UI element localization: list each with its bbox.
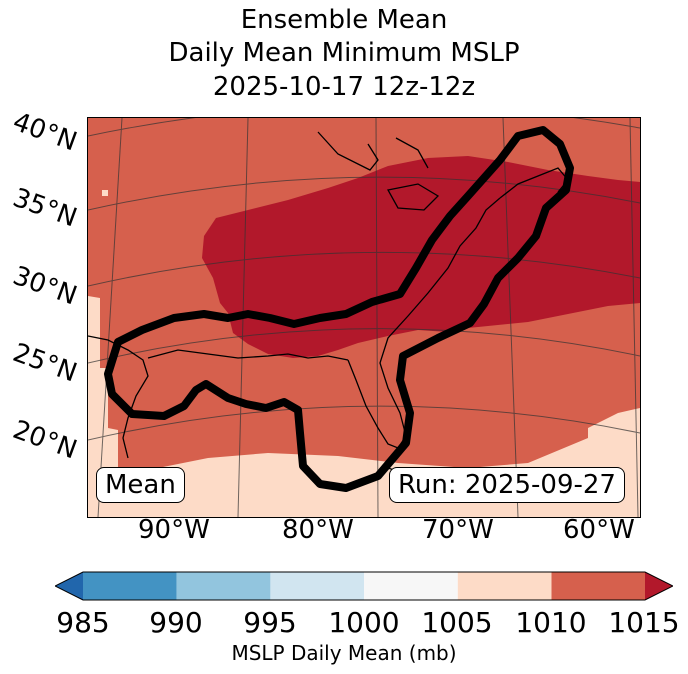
colorbar-tick-1000: 1000 [328, 606, 400, 639]
colorbar-label: MSLP Daily Mean (mb) [231, 641, 457, 665]
colorbar [55, 571, 673, 601]
run-date-label-box: Run: 2025-09-27 [389, 467, 625, 503]
title-line-1: Ensemble Mean [240, 5, 448, 35]
colorbar-bin-995-1000 [270, 572, 365, 600]
colorbar-bin-below-985 [55, 572, 83, 600]
colorbar-tick-1015: 1015 [608, 606, 680, 639]
title-line-2: Daily Mean Minimum MSLP [168, 38, 520, 68]
colorbar-bin-985-990 [83, 572, 177, 600]
mean-label-box: Mean [96, 467, 185, 503]
colorbar-tick-1005: 1005 [421, 606, 493, 639]
lat-label-40: 40°N [8, 106, 81, 158]
colorbar-bin-1005-1010 [457, 572, 552, 600]
graticule [88, 118, 640, 517]
title-line-3: 2025-10-17 12z-12z [212, 72, 476, 102]
colorbar-bin-990-995 [176, 572, 271, 600]
lat-label-20: 20°N [8, 414, 81, 466]
colorbar-tick-985: 985 [56, 606, 110, 639]
lat-label-35: 35°N [8, 182, 81, 234]
lat-label-30: 30°N [8, 260, 81, 312]
colorbar-bin-1000-1005 [364, 572, 458, 600]
colorbar-bin-above-1015 [645, 572, 673, 600]
map-area [88, 118, 640, 517]
lat-label-25: 25°N [8, 337, 81, 389]
lon-label-70w: 70°W [422, 515, 494, 545]
colorbar-tick-990: 990 [149, 606, 203, 639]
colorbar-tick-1010: 1010 [515, 606, 587, 639]
colorbar-tick-995: 995 [243, 606, 297, 639]
field-1005-1010-dot [102, 190, 108, 196]
map-svg [88, 118, 640, 517]
lon-label-90w: 90°W [138, 515, 210, 545]
lon-label-80w: 80°W [282, 515, 354, 545]
lon-label-60w: 60°W [563, 515, 635, 545]
mean-contour [104, 126, 574, 492]
colorbar-outline [55, 571, 673, 601]
colorbar-bin-1010-1015 [551, 572, 645, 600]
field-1005-1010-west [88, 296, 118, 517]
